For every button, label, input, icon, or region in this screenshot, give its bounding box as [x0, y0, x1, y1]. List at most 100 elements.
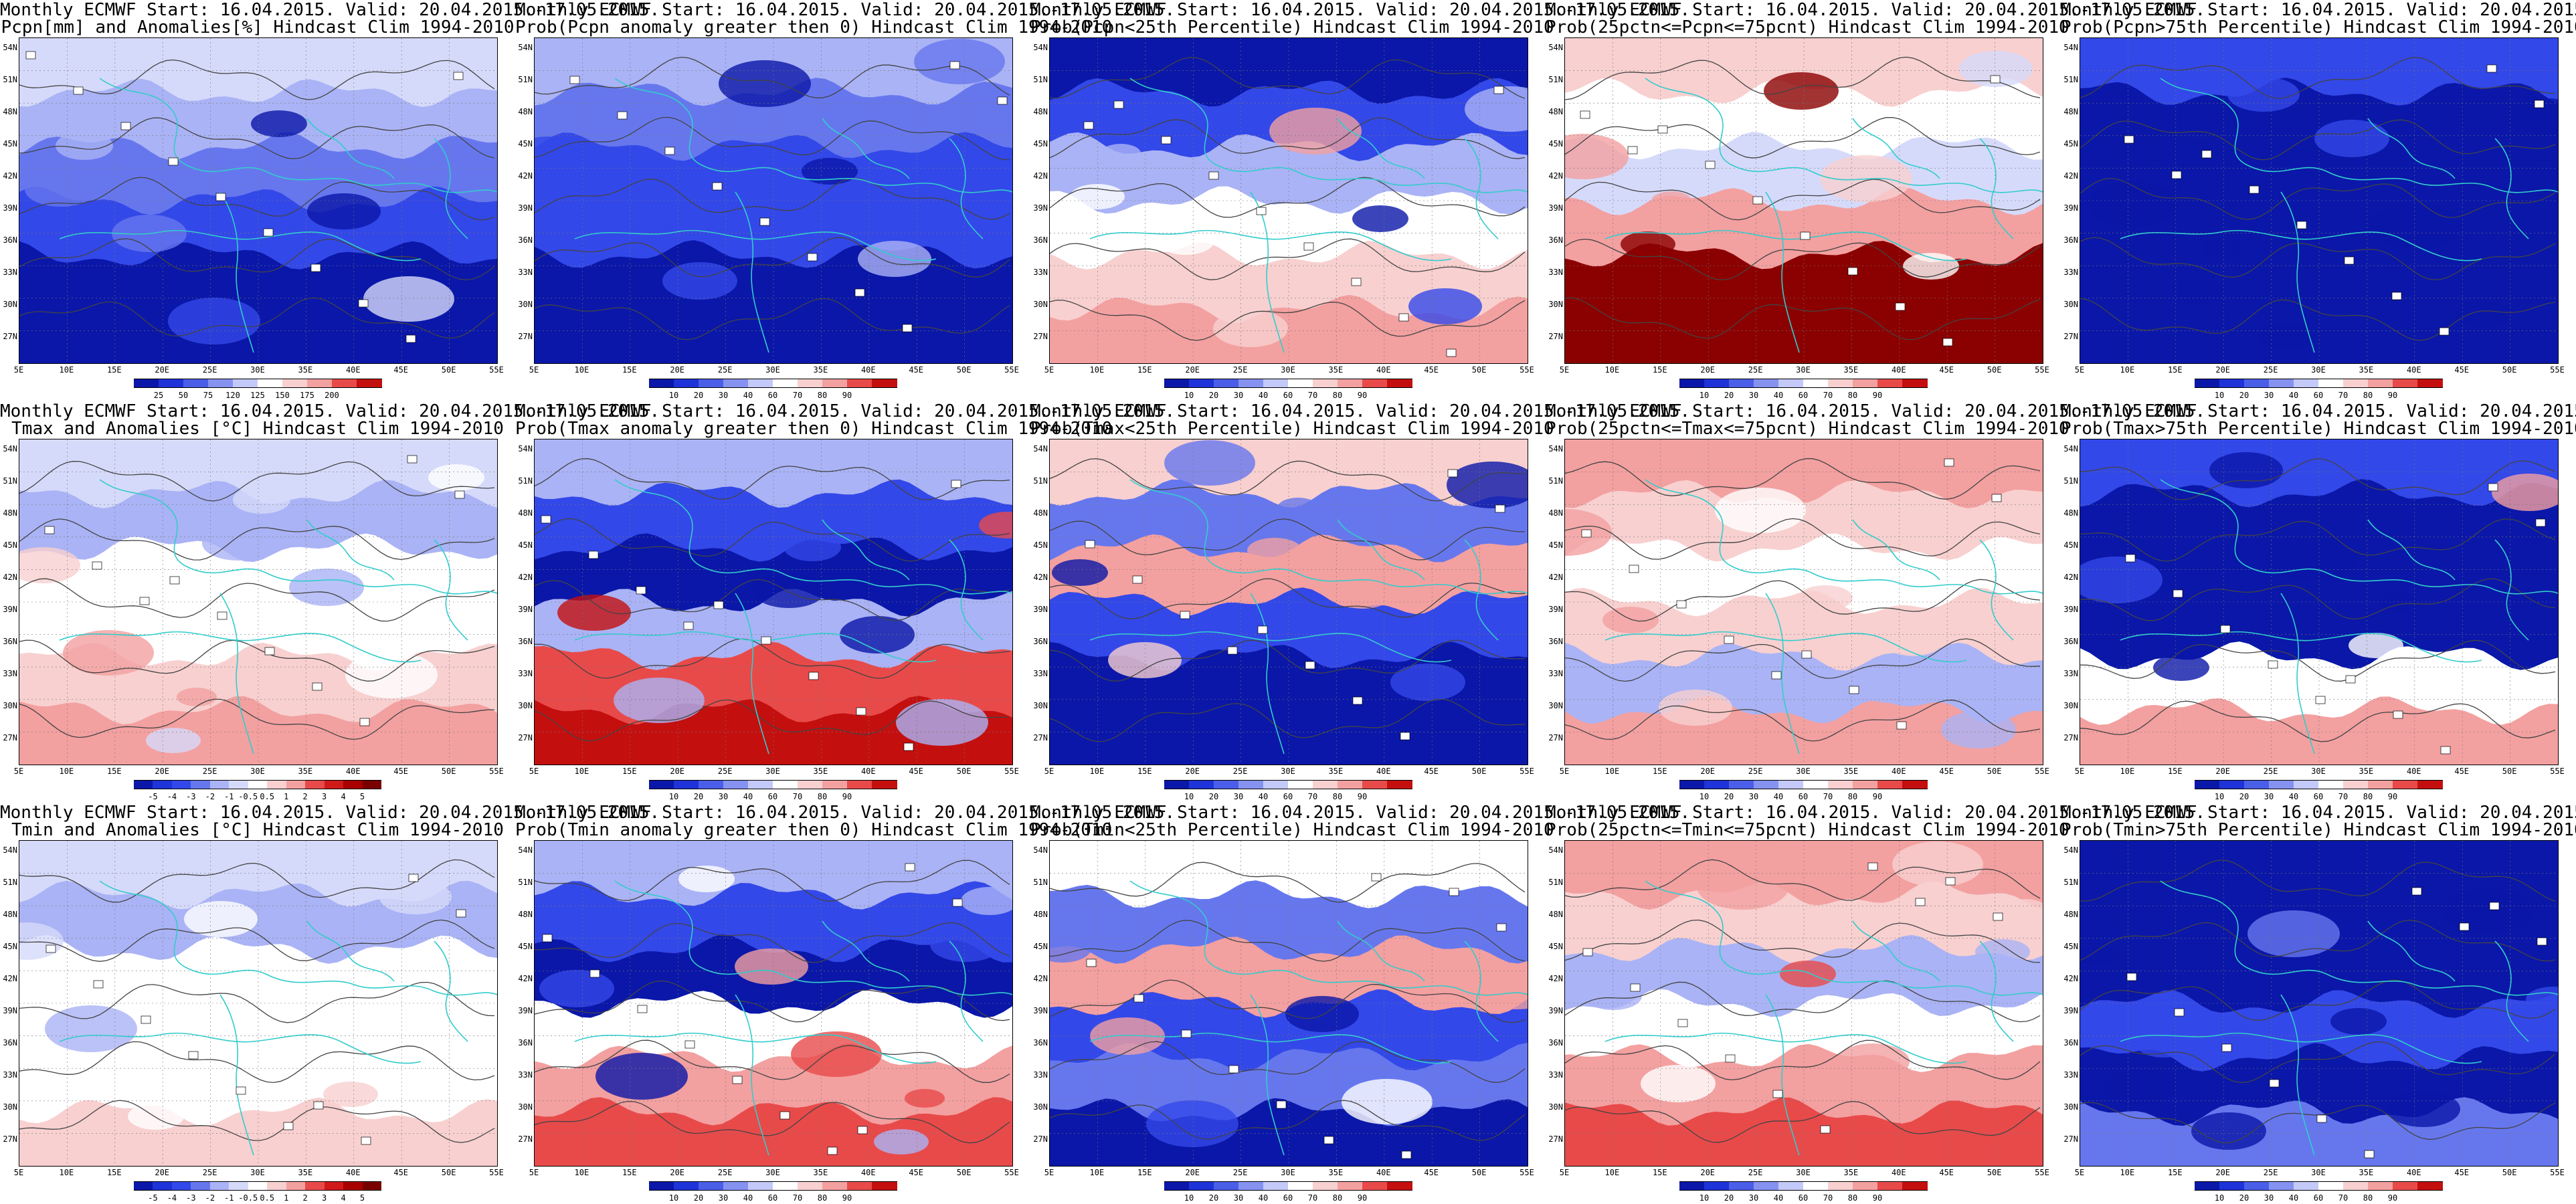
coastline — [2120, 229, 2482, 262]
contour-label-box — [2249, 185, 2260, 194]
colorbar-segment — [2294, 1181, 2319, 1191]
colorbar-label: 20 — [693, 792, 704, 801]
coastline — [1645, 78, 2043, 193]
contour-line — [1050, 238, 1526, 280]
contour-line — [1050, 117, 1526, 159]
lon-tick-label: 5E — [1044, 767, 1054, 776]
contour-label-box — [264, 647, 275, 656]
coastline — [614, 78, 1012, 193]
map-panel: Monthly ECMWF Start: 16.04.2015. Valid: … — [0, 0, 660, 401]
lon-tick-label: 5E — [1044, 1168, 1054, 1177]
colorbar-segment — [134, 1181, 153, 1191]
field-patch — [1334, 581, 1392, 609]
colorbar-label: 30 — [1748, 792, 1759, 801]
colorbar-label: 30 — [718, 792, 729, 801]
lat-tick-label: 42N — [518, 974, 533, 983]
contour-label-box — [1944, 458, 1954, 467]
contour-label-box — [589, 969, 600, 978]
lat-tick-label: 51N — [3, 75, 17, 84]
lat-tick-label: 39N — [1548, 203, 1563, 213]
colorbar-segment — [1704, 1181, 1730, 1191]
lat-tick-label: 27N — [518, 1134, 533, 1144]
contour-label-box — [1351, 278, 1362, 286]
map-panel: Monthly ECMWF Start: 16.04.2015. Valid: … — [1546, 0, 2205, 401]
coastline — [1337, 519, 1425, 581]
panel-title-line1: Monthly ECMWF Start: 16.04.2015. Valid: … — [515, 401, 1176, 421]
contour-label-box — [1493, 86, 1504, 94]
lat-tick-label: 36N — [3, 235, 17, 245]
lon-tick-label: 10E — [2120, 1168, 2135, 1177]
colorbar-segment — [332, 379, 357, 388]
contour-line — [2080, 860, 2556, 902]
field-patch — [323, 1082, 378, 1107]
colorbar-label: -2 — [205, 792, 215, 801]
contour-line — [1050, 639, 1526, 682]
lat-tick-label: 27N — [2063, 733, 2078, 742]
colorbar-label: -3 — [186, 1193, 196, 1203]
lat-tick-label: 54N — [2063, 43, 2078, 52]
lon-tick-label: 10E — [59, 1168, 74, 1177]
colorbar-segment — [1362, 379, 1388, 388]
lon-tick-label: 5E — [529, 365, 539, 375]
colorbar-label: 50 — [178, 391, 189, 400]
colorbar-segment — [2195, 780, 2220, 789]
lon-tick-label: 55E — [2550, 1168, 2565, 1177]
colorbar-segment — [324, 1181, 344, 1191]
coastline — [2367, 920, 2456, 982]
colorbar-label: -5 — [148, 792, 158, 801]
colorbar-segment — [1803, 1181, 1829, 1191]
colorbar-segment — [1828, 379, 1853, 388]
coastline — [306, 920, 395, 982]
colorbar-label: 80 — [817, 792, 828, 801]
contour-label-box — [215, 193, 226, 201]
lon-tick-label: 35E — [1843, 365, 1859, 375]
colorbar-label: 30 — [1233, 391, 1244, 400]
field-patch — [2510, 98, 2558, 134]
contour-label-box — [2173, 589, 2183, 598]
lon-tick-label: 50E — [2502, 1168, 2517, 1177]
colorbar-label: 40 — [2288, 1193, 2299, 1203]
contour-line — [19, 238, 495, 281]
colorbar-segment — [2244, 780, 2270, 789]
lat-tick-label: 51N — [3, 878, 17, 887]
lon-tick-label: 25E — [202, 365, 217, 375]
field-patch — [1408, 288, 1482, 324]
colorbar-segment — [1313, 379, 1338, 388]
colorbar-label: 10 — [2214, 792, 2225, 801]
contour-label-box — [1725, 1054, 1736, 1063]
map-panel: Monthly ECMWF Start: 16.04.2015. Valid: … — [1546, 803, 2205, 1204]
colorbar-label: 80 — [2363, 391, 2373, 400]
contour-label-box — [2489, 902, 2500, 910]
lon-tick-label: 50E — [2502, 767, 2517, 776]
colorbar-label: 60 — [2313, 1193, 2324, 1203]
panel-title-line1: Monthly ECMWF Start: 16.04.2015. Valid: … — [0, 0, 660, 20]
field-patch — [63, 630, 154, 676]
lon-tick-label: 5E — [13, 365, 24, 375]
field-band — [535, 696, 1012, 765]
colorbar-label: 4 — [341, 792, 346, 801]
lat-tick-label: 27N — [1033, 332, 1048, 341]
colorbar-segment — [748, 1181, 773, 1191]
contour-line — [2080, 1041, 2556, 1084]
lat-tick-label: 48N — [1033, 910, 1048, 919]
contour-label-box — [1849, 686, 1859, 694]
coastline — [822, 920, 910, 982]
lon-tick-label: 15E — [1137, 1168, 1152, 1177]
contour-label-box — [854, 288, 865, 297]
lat-tick-label: 33N — [518, 268, 533, 277]
panel-title-line1: Monthly ECMWF Start: 16.04.2015. Valid: … — [1546, 401, 2206, 421]
colorbar-label: 80 — [1847, 792, 1858, 801]
colorbar-segment — [1313, 1181, 1338, 1191]
lat-tick-label: 27N — [1548, 332, 1563, 341]
coastline — [614, 880, 1012, 996]
contour-label-box — [1323, 1136, 1334, 1144]
field-patch — [2266, 535, 2357, 581]
panel-title-line2: Prob(25pctn<=Tmax<=75pcnt) Hindcast Clim… — [1546, 419, 2069, 439]
lon-tick-label: 40E — [860, 767, 876, 776]
colorbar-segment — [343, 1181, 363, 1191]
map-panel: Monthly ECMWF Start: 16.04.2015. Valid: … — [515, 803, 1175, 1204]
lon-tick-label: 35E — [813, 767, 828, 776]
coastline — [822, 118, 910, 179]
coastline — [59, 631, 422, 663]
map-panel: Monthly ECMWF Start: 16.04.2015. Valid: … — [515, 401, 1176, 803]
